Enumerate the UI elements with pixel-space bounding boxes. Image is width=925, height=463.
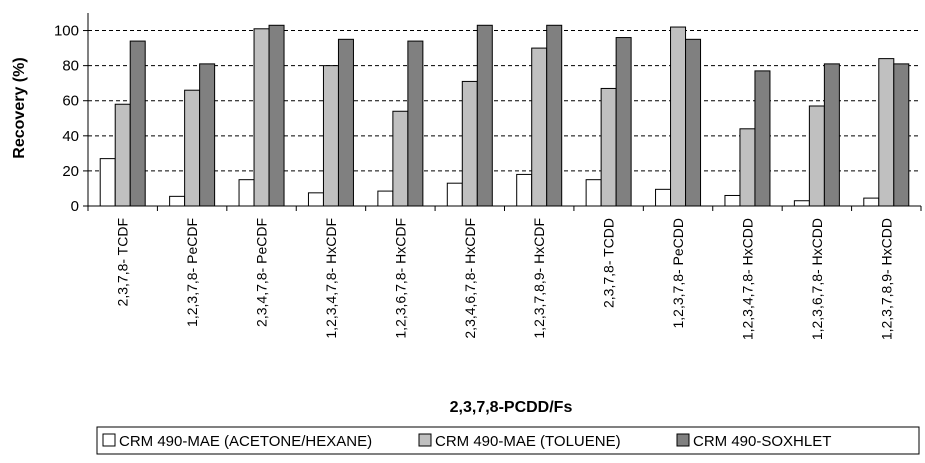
y-tick-label: 100	[54, 23, 79, 40]
y-tick-label: 40	[62, 128, 79, 145]
bar-acetone-hexane	[724, 194, 741, 207]
bars	[99, 24, 910, 207]
bar-acetone-hexane	[863, 197, 880, 207]
bar-toluene	[184, 89, 201, 207]
legend: CRM 490-MAE (ACETONE/HEXANE) CRM 490-MAE…	[96, 426, 920, 455]
x-category-label: 2,3,4,6,7,8- HxCDF	[462, 218, 478, 339]
bar-acetone-hexane	[585, 179, 602, 207]
bar-toluene	[670, 26, 687, 207]
bar-soxhlet	[615, 37, 632, 207]
y-tick-label: 80	[62, 58, 79, 75]
y-tick-label: 60	[62, 93, 79, 110]
x-category-label: 1,2,3,7,8,9- HxCDD	[878, 218, 894, 340]
x-category-label: 1,2,3,7,8,9- HxCDF	[531, 218, 547, 339]
bar-toluene	[531, 47, 548, 207]
bar-toluene	[461, 80, 478, 207]
legend-swatch-acetone-hexane	[102, 433, 116, 447]
bar-toluene	[114, 103, 131, 207]
x-category-label: 1,2,3,6,7,8- HxCDD	[809, 218, 825, 340]
x-category-label: 1,2,3,4,7,8- HxCDD	[739, 218, 755, 340]
bar-soxhlet	[268, 24, 285, 207]
bar-soxhlet	[337, 38, 354, 207]
legend-label-soxhlet: CRM 490-SOXHLET	[693, 433, 831, 450]
bar-acetone-hexane	[793, 200, 810, 207]
bar-soxhlet	[199, 63, 216, 207]
y-tick-labels: 0 20 40 60 80 100	[54, 23, 79, 215]
bar-toluene	[739, 128, 756, 207]
legend-frame	[96, 426, 920, 455]
category-labels: 2,3,7,8- TCDF 1,2,3,7,8- PeCDF 2,3,4,7,8- …	[115, 218, 895, 340]
x-category-label: 2,3,4,7,8- PeCDF	[254, 218, 270, 327]
bar-soxhlet	[823, 63, 840, 207]
bar-soxhlet	[407, 40, 424, 207]
x-category-label: 1,2,3,7,8- PeCDF	[184, 218, 200, 327]
bar-soxhlet	[754, 70, 771, 207]
x-category-label: 1,2,3,7,8- PeCDD	[670, 218, 686, 329]
x-category-label: 1,2,3,6,7,8- HxCDF	[392, 218, 408, 339]
bar-acetone-hexane	[655, 188, 672, 207]
bar-acetone-hexane	[516, 173, 533, 207]
bar-acetone-hexane	[99, 158, 116, 207]
x-category-label: 2,3,7,8- TCDD	[601, 218, 617, 308]
bar-acetone-hexane	[307, 192, 324, 207]
bar-toluene	[322, 65, 339, 207]
bar-toluene	[808, 105, 825, 207]
bar-soxhlet	[476, 24, 493, 207]
bar-acetone-hexane	[377, 190, 394, 207]
bar-soxhlet	[546, 24, 563, 207]
bar-toluene	[253, 28, 270, 207]
bar-soxhlet	[685, 38, 702, 207]
bar-toluene	[878, 58, 895, 207]
bar-acetone-hexane	[169, 195, 186, 207]
x-category-label: 1,2,3,4,7,8- HxCDF	[323, 218, 339, 339]
bar-acetone-hexane	[446, 182, 463, 207]
y-tick-label: 0	[71, 198, 79, 215]
bar-soxhlet	[893, 63, 910, 207]
bar-toluene	[600, 87, 617, 207]
bar-acetone-hexane	[238, 179, 255, 207]
legend-swatch-soxhlet	[676, 433, 690, 447]
x-category-label: 2,3,7,8- TCDF	[115, 218, 131, 306]
x-axis-title: 2,3,7,8-PCDD/Fs	[450, 399, 573, 416]
axes	[83, 13, 922, 211]
bar-soxhlet	[129, 40, 146, 207]
legend-label-toluene: CRM 490-MAE (TOLUENE)	[435, 433, 621, 450]
bar-toluene	[392, 110, 409, 207]
legend-swatch-toluene	[418, 433, 432, 447]
legend-label-acetone-hexane: CRM 490-MAE (ACETONE/HEXANE)	[119, 433, 372, 450]
y-axis-title: Recovery (%)	[11, 57, 28, 158]
y-tick-label: 20	[62, 163, 79, 180]
gridlines	[88, 30, 921, 172]
